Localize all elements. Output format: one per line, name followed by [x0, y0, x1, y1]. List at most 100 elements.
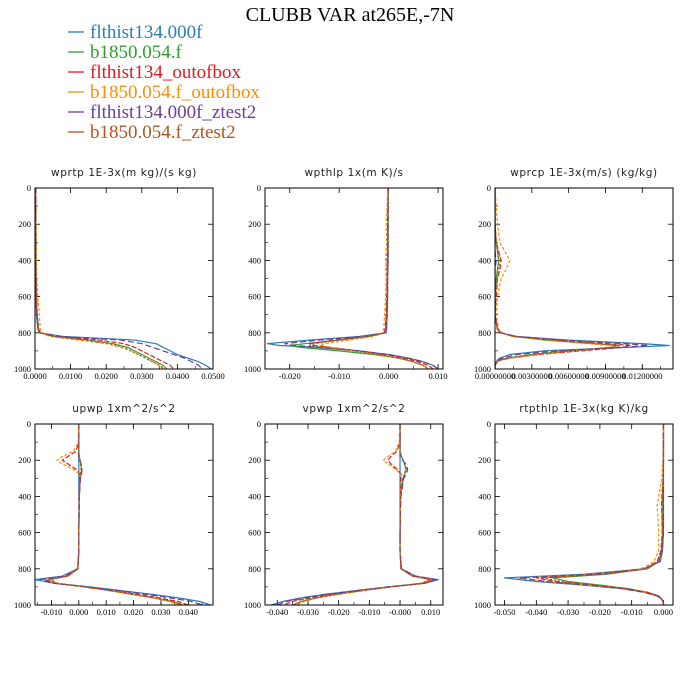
xtick-label: 0.0000 [23, 371, 46, 381]
ytick-label: 600 [248, 292, 261, 302]
xtick-label: -0.020 [328, 607, 350, 617]
panel-4: vpwp 1xm^2/s^2 0 200 400 600 800 1000 -0.040 -0.… [244, 403, 444, 617]
xtick-label: -0.010 [358, 607, 380, 617]
xtick-label: 0.0500 [201, 371, 224, 381]
ytick-label: 0 [487, 419, 491, 429]
ytick-label: 800 [18, 328, 31, 338]
series-line-3 [318, 188, 429, 369]
xtick-label: 0.040 [179, 607, 198, 617]
xtick-label: -0.040 [525, 607, 547, 617]
series-line-4 [284, 188, 439, 369]
panels: wprtp 1E-3x(m kg)/(s kg) 0 200 400 600 800 100… [14, 167, 674, 617]
xtick-label: 0.000 [654, 607, 673, 617]
ytick-label: 400 [18, 491, 31, 501]
xtick-label: 0.00000000 [475, 371, 515, 381]
ytick-label: 800 [478, 328, 491, 338]
xtick-label: 0.0100 [59, 371, 82, 381]
xtick-label: 0.0300 [130, 371, 153, 381]
panel-1: wpthlp 1x(m K)/s 0 200 400 600 800 1000 -0.020 -… [244, 167, 448, 381]
xtick-label: 0.010 [428, 371, 447, 381]
series-line-5 [35, 188, 166, 369]
xtick-label: -0.030 [297, 607, 319, 617]
xtick-label: -0.020 [589, 607, 611, 617]
series-group [270, 424, 439, 605]
ytick-label: 200 [478, 219, 491, 229]
series-line-3 [48, 424, 181, 605]
xtick-label: 0.000 [379, 371, 398, 381]
ytick-label: 1000 [474, 600, 491, 610]
panel-frame [264, 187, 444, 370]
ytick-label: 1000 [14, 364, 31, 374]
xtick-label: -0.010 [40, 607, 62, 617]
ytick-label: 400 [248, 255, 261, 265]
series-line-0 [266, 188, 439, 369]
xtick-label: 0.00900000 [585, 371, 625, 381]
ytick-label: 1000 [244, 364, 261, 374]
xtick-label: 0.0400 [166, 371, 189, 381]
panel-3: upwp 1xm^2/s^2 0 200 400 600 800 1000 -0.010 0.0… [14, 403, 214, 617]
xtick-label: 0.010 [97, 607, 116, 617]
legend-label-1: b1850.054.f [90, 42, 183, 63]
series-line-2 [308, 188, 434, 369]
ytick-label: 1000 [244, 600, 261, 610]
xtick-label: 0.00600000 [548, 371, 588, 381]
series-line-1 [292, 424, 432, 605]
panel-5: rtpthlp 1E-3x(kg K)/kg02004006008001000-… [474, 403, 674, 617]
xtick-label: 0.010 [421, 607, 440, 617]
series-group [266, 188, 439, 369]
ytick-label: 400 [248, 491, 261, 501]
xtick-label: 0.020 [124, 607, 143, 617]
legend-label-0: flthist134.000f [90, 22, 203, 43]
xtick-label: -0.050 [494, 607, 516, 617]
xtick-label: -0.020 [279, 371, 301, 381]
xtick-label: 0.0200 [95, 371, 118, 381]
legend-label-3: b1850.054.f_outofbox [90, 82, 260, 103]
panel-frame [494, 423, 674, 606]
series-line-1 [551, 424, 665, 605]
series-line-2 [283, 424, 435, 605]
ytick-label: 200 [248, 455, 261, 465]
series-line-3 [516, 424, 665, 605]
panel-title-1: wpthlp 1x(m K)/s [304, 167, 403, 179]
series-group [35, 188, 212, 369]
xtick-label: -0.010 [621, 607, 643, 617]
ytick-label: 600 [478, 292, 491, 302]
ytick-label: 600 [248, 528, 261, 538]
panel-0: wprtp 1E-3x(m kg)/(s kg) 0 200 400 600 800 100… [14, 167, 225, 381]
panel-title-5: rtpthlp 1E-3x(kg K)/kg [519, 403, 648, 415]
series-line-3 [295, 424, 432, 605]
ytick-label: 200 [248, 219, 261, 229]
series-line-1 [289, 188, 429, 369]
xtick-label: 0.01200000 [622, 371, 662, 381]
panel-title-3: upwp 1xm^2/s^2 [72, 403, 175, 415]
ytick-label: 200 [18, 219, 31, 229]
panel-frame [494, 187, 674, 370]
ytick-label: 1000 [474, 364, 491, 374]
ytick-label: 200 [478, 455, 491, 465]
panel-frame [264, 423, 444, 606]
series-line-5 [50, 424, 184, 605]
series-line-5 [308, 188, 429, 369]
series-line-4 [39, 424, 203, 605]
ytick-label: 400 [18, 255, 31, 265]
series-line-5 [495, 188, 621, 369]
legend-label-5: b1850.054.f_ztest2 [90, 122, 236, 143]
series-line-1 [48, 424, 184, 605]
series-line-2 [45, 424, 189, 605]
ytick-label: 0 [257, 183, 261, 193]
ytick-label: 600 [18, 292, 31, 302]
ytick-label: 800 [18, 564, 31, 574]
ytick-label: 800 [248, 328, 261, 338]
panel-frame [34, 187, 214, 370]
series-line-4 [277, 424, 438, 605]
xtick-label: -0.000 [389, 607, 411, 617]
series-line-5 [292, 424, 432, 605]
series-line-5 [542, 424, 665, 605]
panel-2: wprcp 1E-3x(m/s) (kg/kg) 0 200 400 600 800 100… [474, 167, 674, 381]
series-line-4 [519, 424, 665, 605]
ytick-label: 0 [487, 183, 491, 193]
series-line-4 [495, 188, 650, 369]
ytick-label: 0 [27, 183, 31, 193]
xtick-label: 0.000 [69, 607, 88, 617]
xtick-label: 0.030 [151, 607, 170, 617]
